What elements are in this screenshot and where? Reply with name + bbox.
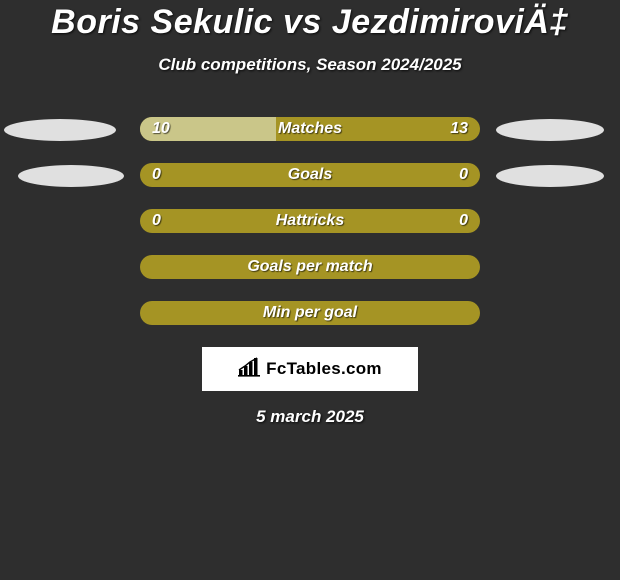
stat-bar: Goals per match	[140, 255, 480, 279]
stat-value-left: 0	[152, 209, 161, 233]
stat-bar: Min per goal	[140, 301, 480, 325]
stat-value-right: 0	[459, 209, 468, 233]
page-title: Boris Sekulic vs JezdimiroviÄ‡	[0, 4, 620, 41]
stat-label: Hattricks	[140, 209, 480, 233]
comparison-rows: Matches1013Goals00Hattricks00Goals per m…	[0, 117, 620, 325]
player-right-blob	[496, 119, 604, 141]
date-text: 5 march 2025	[0, 407, 620, 427]
brand-box: FcTables.com	[202, 347, 418, 391]
stat-bar: Hattricks0 0	[140, 209, 480, 233]
stat-row: Hattricks0 0	[0, 209, 620, 233]
stat-label: Goals	[140, 163, 480, 187]
root: Boris Sekulic vs JezdimiroviÄ‡ Club comp…	[0, 0, 620, 580]
stat-row: Matches1013	[0, 117, 620, 141]
stat-bar-left-fill	[140, 117, 276, 141]
player-left-blob	[4, 119, 116, 141]
stat-value-right: 0	[459, 163, 468, 187]
stat-row: Goals per match	[0, 255, 620, 279]
stat-value-left: 0	[152, 163, 161, 187]
bar-chart-icon	[238, 357, 262, 382]
stat-label: Min per goal	[140, 301, 480, 325]
stat-bar: Goals0 0	[140, 163, 480, 187]
stat-bar: Matches1013	[140, 117, 480, 141]
stat-value-right: 13	[450, 117, 468, 141]
stat-row: Goals0 0	[0, 163, 620, 187]
player-left-blob	[18, 165, 124, 187]
stat-label: Goals per match	[140, 255, 480, 279]
stat-row: Min per goal	[0, 301, 620, 325]
subtitle: Club competitions, Season 2024/2025	[0, 55, 620, 75]
player-right-blob	[496, 165, 604, 187]
brand-text: FcTables.com	[266, 359, 382, 379]
